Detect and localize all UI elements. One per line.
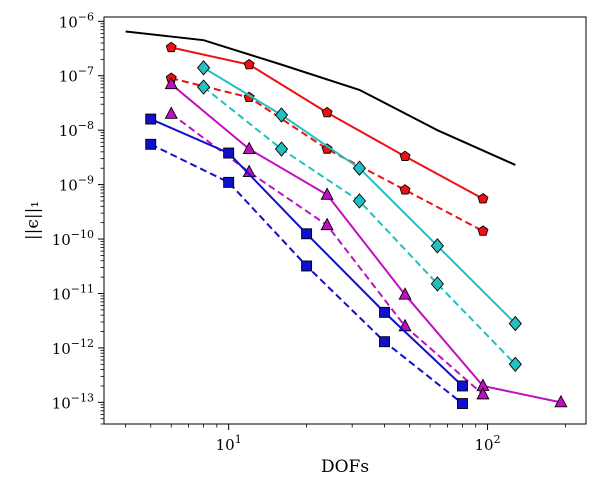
- series-3: [165, 72, 489, 236]
- y-tick-label: 10−7: [59, 65, 94, 86]
- y-axis: 10−6 10−7 10−8 10−9 10−10 10−11 10−12 10−13: [52, 10, 104, 425]
- data-point-square: [379, 336, 390, 348]
- y-tick-label: 10−9: [59, 174, 94, 195]
- data-point-square: [223, 176, 235, 188]
- data-point-triangle: [242, 141, 256, 155]
- data-point-triangle: [320, 217, 334, 231]
- x-tick-label: 102: [475, 433, 501, 454]
- axes-frame: [103, 16, 587, 425]
- data-point-pentagon: [321, 143, 333, 154]
- y-tick-label: 10−6: [59, 10, 94, 31]
- data-point-diamond: [430, 276, 444, 292]
- data-point-square: [145, 113, 157, 125]
- data-point-triangle: [164, 106, 178, 119]
- series-line: [125, 30, 516, 166]
- data-point-diamond: [196, 79, 211, 95]
- series-6: [164, 76, 568, 408]
- series-1: [125, 30, 516, 166]
- y-tick-label: 10−11: [52, 282, 94, 303]
- y-axis-label: ||ϵ||₁: [23, 201, 43, 240]
- data-point-triangle: [554, 394, 568, 408]
- data-point-triangle: [398, 287, 412, 300]
- series-line: [150, 118, 464, 387]
- data-point-diamond: [352, 193, 367, 209]
- data-point-square: [301, 260, 313, 272]
- data-point-triangle: [320, 187, 334, 200]
- data-point-triangle: [164, 76, 178, 90]
- series-8: [145, 113, 468, 392]
- data-point-diamond: [430, 238, 444, 254]
- data-point-pentagon: [399, 184, 411, 195]
- data-point-pentagon: [477, 225, 489, 236]
- data-point-pentagon: [399, 150, 411, 162]
- data-point-square: [457, 398, 468, 410]
- y-tick-label: 10−8: [59, 119, 94, 140]
- data-point-square: [301, 228, 313, 240]
- data-point-pentagon: [321, 106, 333, 118]
- series-4: [196, 60, 522, 332]
- series-2: [165, 41, 489, 204]
- y-tick-label: 10−13: [52, 391, 94, 412]
- data-point-diamond: [274, 141, 289, 157]
- data-point-diamond: [508, 356, 522, 372]
- series-line: [170, 77, 484, 232]
- data-point-square: [145, 138, 157, 150]
- data-point-pentagon: [243, 58, 255, 70]
- data-point-square: [379, 306, 390, 318]
- data-point-pentagon: [477, 192, 489, 204]
- data-point-diamond: [196, 60, 211, 76]
- series-line: [170, 83, 562, 404]
- x-tick-label: 101: [216, 433, 242, 454]
- y-tick-label: 10−12: [52, 337, 94, 358]
- data-point-diamond: [508, 315, 522, 332]
- x-axis: 101 102: [125, 424, 566, 454]
- data-point-square: [223, 147, 235, 159]
- data-point-triangle: [476, 386, 490, 400]
- series-5: [196, 79, 522, 372]
- series-7: [164, 106, 490, 400]
- series-line: [202, 86, 517, 365]
- data-point-square: [457, 380, 468, 392]
- data-point-pentagon: [165, 41, 177, 53]
- series-layer: [125, 30, 568, 410]
- y-tick-label: 10−10: [52, 228, 94, 249]
- series-9: [145, 138, 468, 410]
- x-axis-label: DOFs: [321, 457, 369, 477]
- data-point-diamond: [352, 160, 367, 176]
- data-point-diamond: [274, 107, 289, 123]
